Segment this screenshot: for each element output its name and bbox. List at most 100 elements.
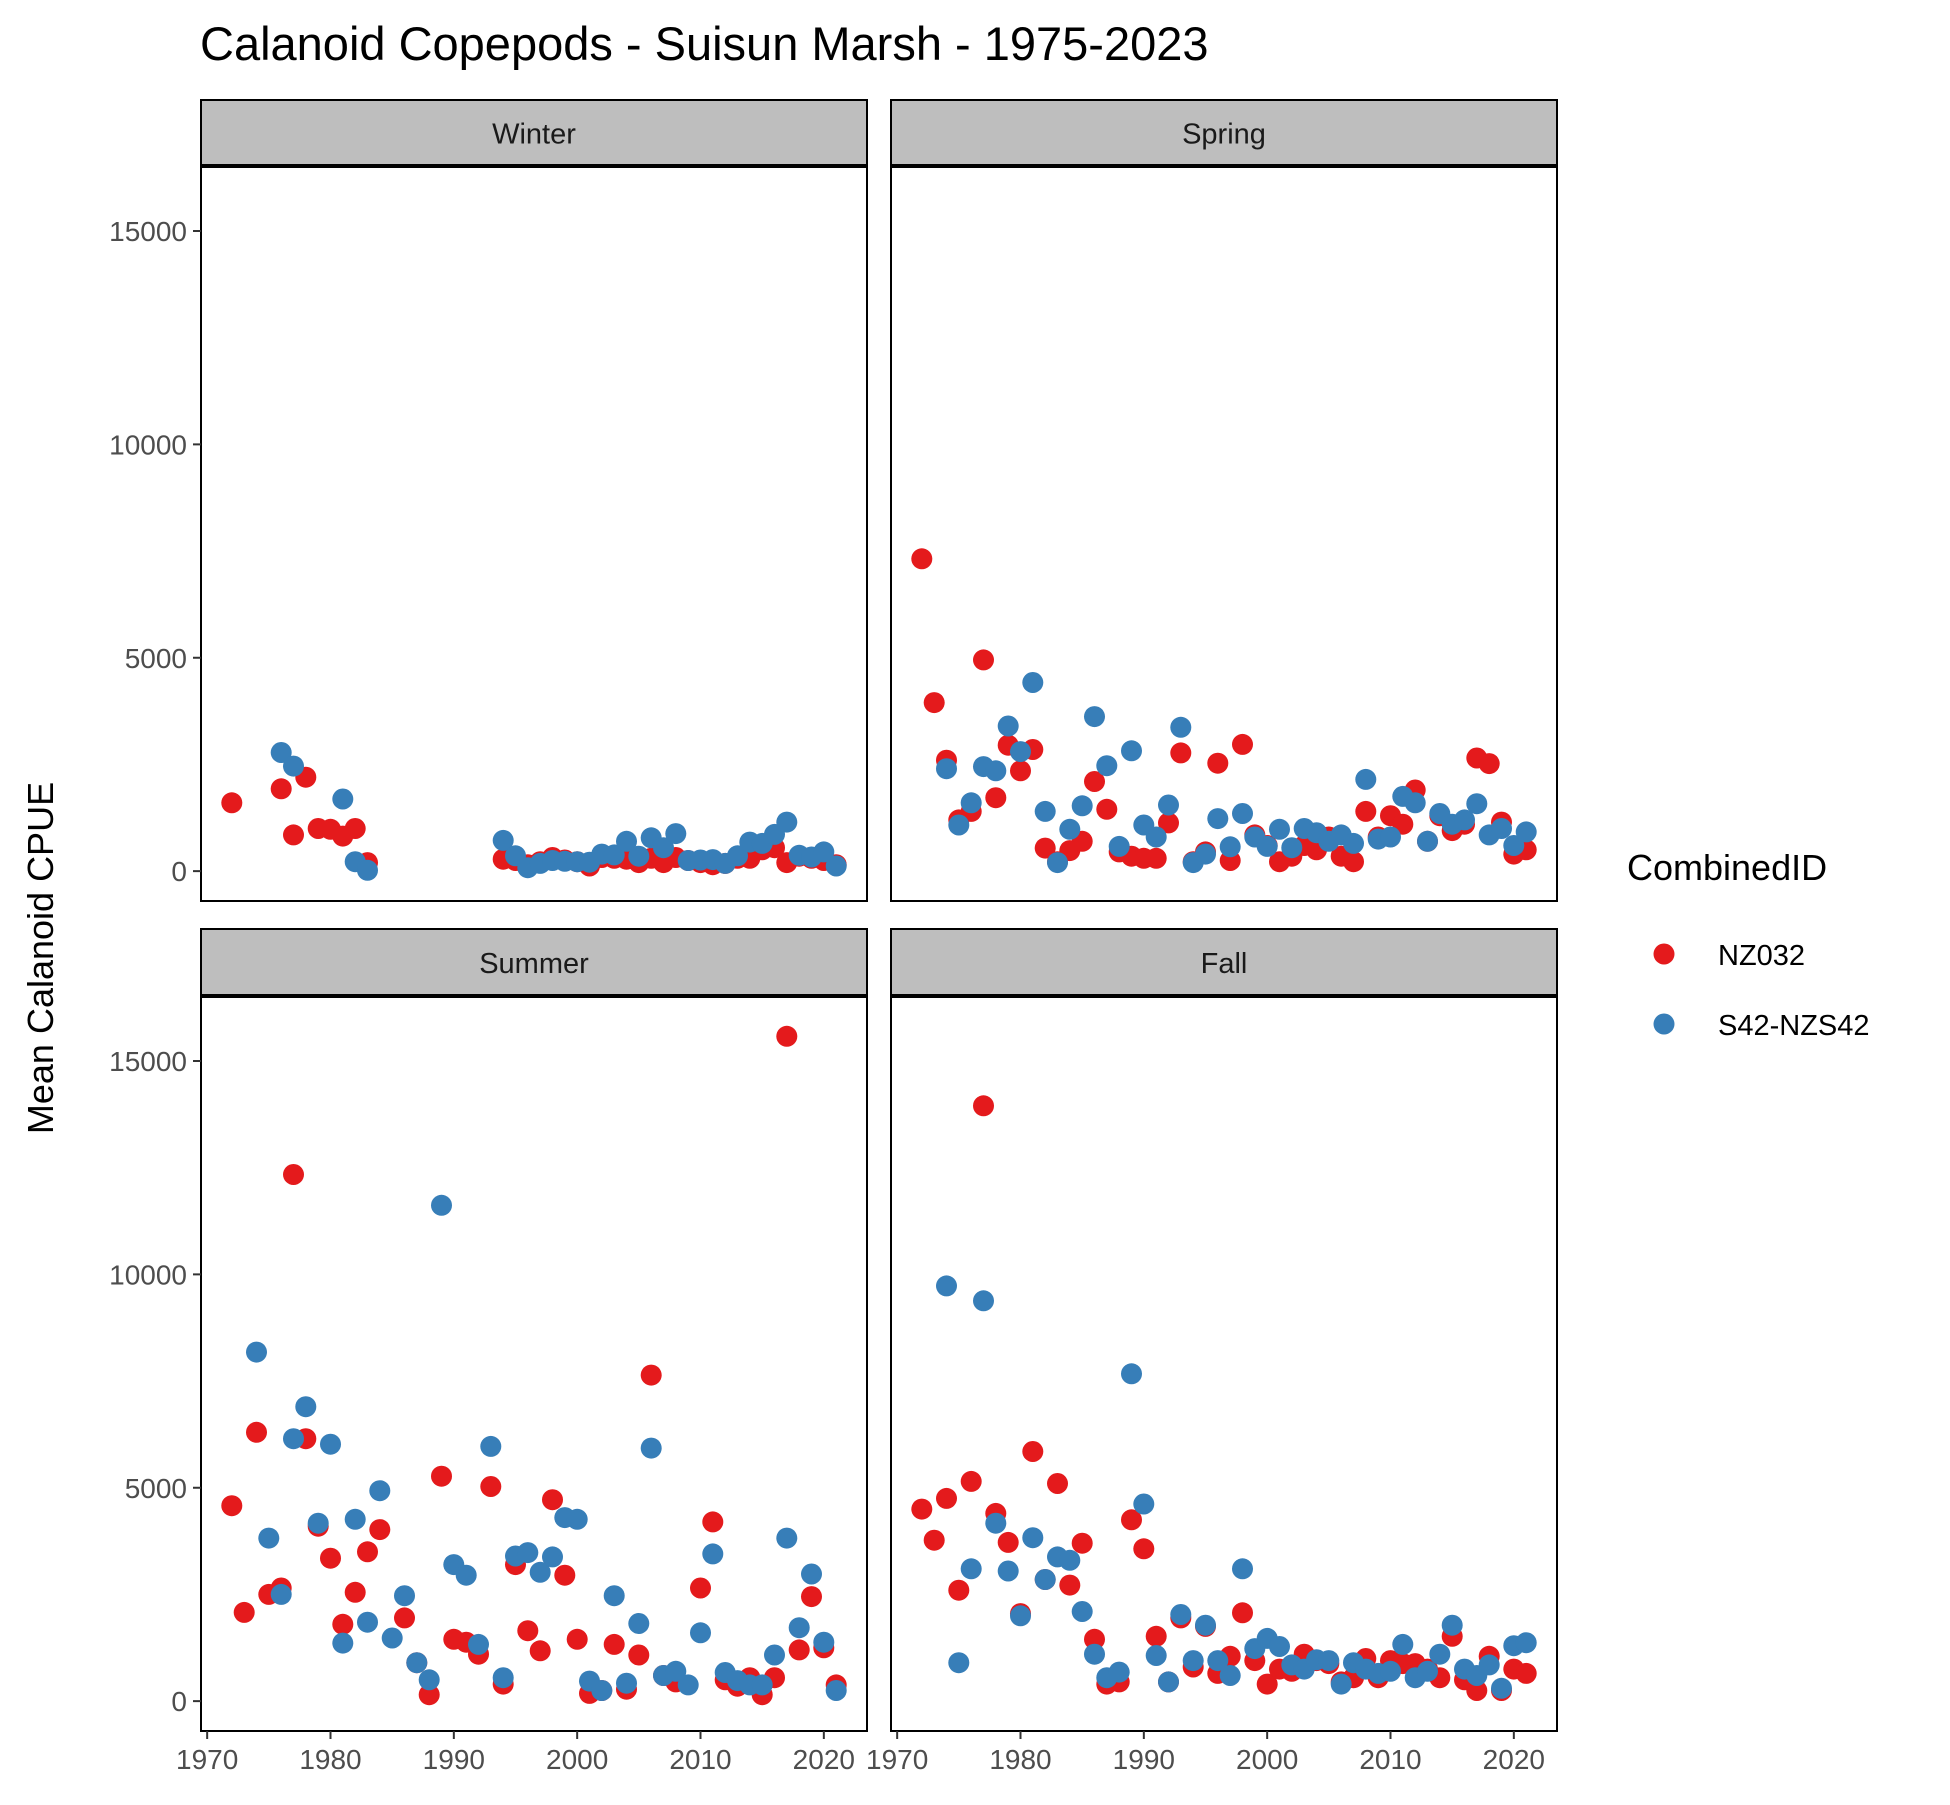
panel-frame-fall xyxy=(890,996,1558,1732)
data-point xyxy=(332,788,354,810)
chart-title: Calanoid Copepods - Suisun Marsh - 1975-… xyxy=(200,17,1209,70)
panel-winter: Winter 0 5000 10000 15000 xyxy=(109,99,868,902)
x-tick-label: 2000 xyxy=(546,1744,608,1775)
data-point xyxy=(1010,1605,1031,1627)
data-point xyxy=(1121,1509,1142,1531)
data-point xyxy=(1207,752,1229,774)
y-tick-label: 15000 xyxy=(109,216,187,247)
data-point xyxy=(1170,716,1192,738)
data-point xyxy=(221,1495,243,1517)
data-point xyxy=(1121,1363,1142,1385)
data-point xyxy=(1219,1665,1241,1686)
series-s42-nzs42-winter xyxy=(270,742,847,881)
data-point xyxy=(1059,818,1081,840)
x-tick-label: 1980 xyxy=(989,1744,1051,1775)
data-point xyxy=(1047,852,1068,874)
data-point xyxy=(529,1561,551,1583)
data-point xyxy=(948,1652,970,1674)
data-point xyxy=(369,1519,391,1541)
data-point xyxy=(344,1508,366,1530)
legend-title: CombinedID xyxy=(1627,847,1827,888)
data-point xyxy=(332,1613,354,1635)
data-point xyxy=(1047,1473,1068,1494)
data-point xyxy=(1158,1671,1179,1693)
data-point xyxy=(1145,826,1167,848)
data-point xyxy=(1195,1614,1216,1636)
data-point xyxy=(960,1470,982,1492)
data-point xyxy=(492,1667,514,1689)
data-point xyxy=(616,1672,637,1694)
data-point xyxy=(295,1396,317,1418)
series-s42-nzs42-spring xyxy=(936,672,1537,874)
data-point xyxy=(1207,1650,1229,1672)
data-point xyxy=(640,1364,662,1386)
data-point xyxy=(997,1531,1019,1553)
strip-label-summer: Summer xyxy=(479,948,589,980)
data-point xyxy=(1158,794,1179,816)
data-point xyxy=(480,1476,502,1497)
data-point xyxy=(357,1611,378,1633)
data-point xyxy=(1281,837,1303,859)
data-point xyxy=(1158,812,1179,834)
panel-fall: Fall 1970 1980 1990 2000 2010 2020 xyxy=(866,928,1558,1775)
panel-summer: Summer 0 5000 10000 15000 1970 1980 1990 2000 201… xyxy=(109,928,868,1775)
data-point xyxy=(1096,798,1118,820)
strip-summer xyxy=(200,928,868,996)
data-point xyxy=(307,1512,329,1534)
panel-spring: Spring xyxy=(890,99,1558,902)
data-point xyxy=(985,787,1007,809)
panels-layer: Winter 0 5000 10000 15000 Spring Summer 0 5000 10… xyxy=(109,99,1558,1775)
data-point xyxy=(270,742,292,763)
data-point xyxy=(603,1585,625,1607)
strip-fall xyxy=(890,928,1558,996)
data-point xyxy=(394,1607,415,1629)
data-point xyxy=(221,792,243,814)
x-tick-label: 1990 xyxy=(423,1744,485,1775)
data-point xyxy=(628,1613,650,1634)
data-point xyxy=(418,1669,440,1691)
data-point xyxy=(1207,808,1229,830)
legend-item-s42-nzs42: S42-NZS42 xyxy=(1653,1010,1870,1042)
data-point xyxy=(1392,1633,1414,1655)
data-point xyxy=(1417,830,1438,852)
data-point xyxy=(1318,1650,1340,1672)
data-point xyxy=(948,814,970,836)
data-point xyxy=(1219,836,1241,858)
strip-label-fall: Fall xyxy=(1201,948,1248,980)
data-point xyxy=(813,841,835,863)
data-point xyxy=(1010,760,1031,782)
data-point xyxy=(1232,1602,1253,1624)
data-point xyxy=(603,1633,625,1655)
data-point xyxy=(233,1601,255,1623)
data-point xyxy=(1071,795,1093,817)
x-tick-label: 2010 xyxy=(1359,1744,1421,1775)
data-point xyxy=(973,1095,994,1117)
data-point xyxy=(936,758,957,780)
series-s42-nzs42-summer xyxy=(246,1194,847,1701)
strip-spring xyxy=(890,99,1558,166)
data-point xyxy=(1145,1645,1167,1666)
data-point xyxy=(1108,1661,1130,1683)
data-point xyxy=(1232,1558,1253,1580)
legend-label: S42-NZS42 xyxy=(1718,1010,1870,1042)
data-point xyxy=(776,1025,798,1047)
panel-frame-summer xyxy=(200,996,868,1732)
data-point xyxy=(1343,832,1364,854)
data-point xyxy=(381,1627,403,1649)
data-point xyxy=(1145,1625,1167,1647)
data-point xyxy=(394,1585,415,1607)
data-point xyxy=(1355,768,1377,790)
data-point xyxy=(1256,835,1278,857)
data-point xyxy=(923,1529,945,1551)
data-point xyxy=(1380,1660,1401,1682)
data-point xyxy=(554,1564,576,1586)
data-point xyxy=(1491,818,1512,839)
data-point xyxy=(1232,733,1253,755)
data-point xyxy=(628,1644,650,1666)
data-point xyxy=(431,1194,452,1216)
data-point xyxy=(283,1164,304,1185)
data-point xyxy=(997,1560,1019,1582)
data-point xyxy=(283,1428,304,1450)
y-tick-label: 15000 xyxy=(109,1046,187,1077)
